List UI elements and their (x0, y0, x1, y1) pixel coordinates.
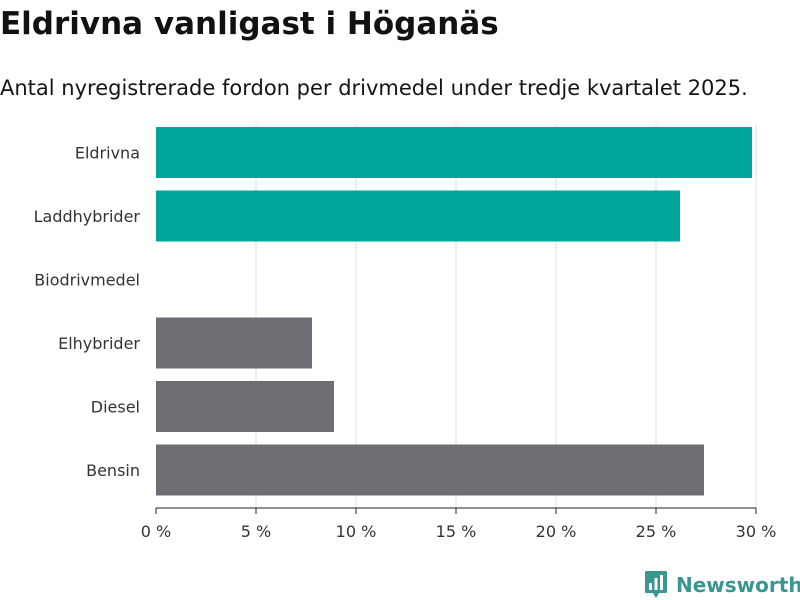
category-label-elhybrider: Elhybrider (58, 334, 140, 353)
x-tick-label-6: 30 % (736, 522, 777, 541)
category-label-diesel: Diesel (91, 398, 140, 417)
category-label-laddhybrider: Laddhybrider (34, 207, 141, 226)
category-label-bensin: Bensin (86, 461, 140, 480)
bar-laddhybrider (156, 190, 680, 242)
x-tick-label-4: 20 % (536, 522, 577, 541)
brand-logo: Newsworthy (644, 569, 800, 600)
bar-diesel (156, 381, 334, 432)
x-tick-label-2: 10 % (336, 522, 377, 541)
chart-title: Eldrivna vanligast i Höganäs (0, 6, 499, 42)
x-tick-label-5: 25 % (636, 522, 677, 541)
bar-elhybrider (156, 317, 312, 369)
chart-subtitle: Antal nyregistrerade fordon per drivmede… (0, 76, 748, 100)
bar-eldrivna (156, 127, 752, 178)
x-tick-label-0: 0 % (141, 522, 171, 541)
newsworthy-bar-chart-bubble-icon (645, 571, 667, 598)
x-tick-label-3: 15 % (436, 522, 477, 541)
category-label-biodrivmedel: Biodrivmedel (34, 271, 140, 290)
category-label-eldrivna: Eldrivna (75, 144, 140, 163)
bar-bensin (156, 444, 704, 496)
x-tick-label-1: 5 % (241, 522, 271, 541)
brand-name: Newsworthy (676, 573, 800, 597)
